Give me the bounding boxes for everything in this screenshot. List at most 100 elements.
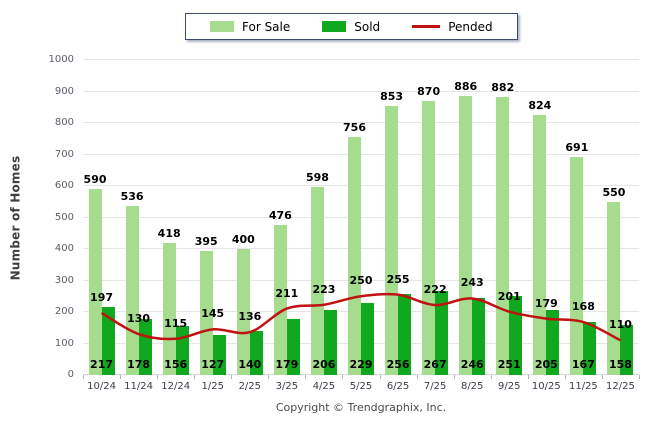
bar-label-for-sale: 395 (194, 234, 218, 248)
x-tick-mark (231, 375, 233, 379)
x-tick-label: 1/25 (201, 381, 224, 392)
legend-label-for-sale: For Sale (242, 19, 291, 34)
x-tick-label: 12/25 (606, 381, 635, 392)
line-label-pended: 136 (238, 310, 262, 324)
bar-label-for-sale: 590 (83, 173, 107, 187)
bar-sold (212, 335, 226, 375)
for-sale-swatch-icon (210, 21, 234, 32)
y-tick-label: 900 (54, 85, 74, 97)
gridline (83, 248, 639, 249)
bar-label-for-sale: 886 (454, 79, 478, 93)
sold-swatch-icon (322, 21, 347, 32)
gridline (83, 279, 639, 281)
x-tick-label: 8/25 (460, 381, 484, 392)
bar-for-sale (125, 206, 139, 375)
x-tick-label: 6/25 (386, 381, 410, 392)
line-label-pended: 115 (164, 316, 188, 330)
plot-area: 590 217 197 536 178 130 418 156 115 395 127 145 400 1… (83, 59, 639, 375)
bar-label-sold: 256 (386, 358, 410, 371)
gridline (83, 185, 639, 186)
bar-sold (620, 325, 634, 375)
gridline (83, 122, 639, 123)
line-label-pended: 243 (460, 276, 484, 290)
y-tick-label: 1000 (48, 54, 74, 65)
line-label-pended: 197 (90, 290, 114, 304)
y-tick-label: 800 (54, 117, 74, 128)
gridline (83, 59, 639, 60)
bar-for-sale (607, 201, 621, 375)
y-tick-label: 400 (54, 243, 74, 254)
x-tick-mark (305, 375, 307, 379)
bar-label-for-sale: 598 (305, 170, 329, 184)
bar-for-sale (273, 225, 287, 375)
bar-label-sold: 178 (127, 358, 151, 371)
pended-line-icon (412, 25, 441, 28)
gridline (83, 216, 639, 218)
bar-label-sold: 179 (275, 358, 299, 371)
x-tick-label: 5/25 (349, 381, 373, 392)
bar-label-for-sale: 870 (417, 84, 441, 98)
x-tick-mark (157, 375, 159, 379)
x-tick-mark (564, 375, 566, 379)
x-tick-label: 3/25 (275, 381, 299, 392)
bar-label-for-sale: 550 (602, 185, 626, 199)
bar-for-sale (310, 186, 324, 375)
y-tick-label: 0 (67, 369, 74, 380)
bar-for-sale (422, 100, 436, 375)
bar-for-sale (348, 136, 361, 375)
line-label-pended: 168 (571, 300, 595, 314)
line-label-pended: 110 (608, 318, 632, 332)
x-tick-label: 12/24 (161, 381, 191, 392)
bar-label-sold: 158 (608, 358, 632, 371)
bar-label-sold: 217 (90, 358, 114, 371)
y-tick-label: 200 (54, 306, 74, 317)
bar-for-sale (570, 157, 584, 375)
legend: For Sale Sold Pended (185, 13, 518, 40)
x-tick-mark (194, 375, 196, 379)
y-tick-label: 300 (54, 274, 74, 286)
x-tick-label: 11/24 (124, 381, 154, 392)
y-tick-label: 600 (54, 180, 74, 191)
x-tick-label: 2/25 (238, 381, 262, 392)
legend-label-sold: Sold (354, 19, 381, 34)
bar-label-for-sale: 691 (565, 141, 589, 155)
y-tick-label: 700 (54, 148, 74, 160)
bar-label-for-sale: 882 (491, 81, 515, 95)
line-label-pended: 255 (386, 272, 410, 286)
legend-label-pended: Pended (448, 19, 493, 34)
x-tick-label: 10/25 (531, 381, 561, 392)
legend-item-pended: Pended (412, 19, 493, 34)
bar-label-for-sale: 476 (268, 209, 292, 223)
legend-item-for-sale: For Sale (210, 21, 290, 33)
line-label-pended: 130 (127, 312, 151, 326)
bar-label-sold: 156 (164, 358, 188, 371)
x-tick-mark (490, 375, 492, 379)
x-tick-mark (83, 375, 84, 379)
bar-label-sold: 205 (534, 358, 558, 371)
bar-label-sold: 140 (238, 358, 262, 371)
bar-label-sold: 206 (312, 358, 336, 371)
x-tick-label: 7/25 (423, 381, 447, 392)
bar-for-sale (385, 106, 399, 375)
y-tick-label: 100 (54, 337, 74, 349)
line-label-pended: 222 (423, 283, 447, 297)
bar-label-sold: 246 (460, 358, 484, 371)
bar-label-sold: 127 (201, 358, 225, 371)
bar-label-for-sale: 400 (231, 233, 255, 246)
bar-label-for-sale: 756 (343, 120, 366, 134)
bar-label-sold: 229 (349, 358, 373, 371)
x-tick-label: 10/24 (87, 381, 116, 392)
bar-for-sale (88, 189, 102, 375)
copyright-text: Copyright © Trendgraphix, Inc. (275, 401, 447, 414)
x-tick-label: 11/25 (568, 381, 598, 392)
line-label-pended: 201 (497, 289, 521, 303)
bar-label-for-sale: 536 (120, 190, 144, 204)
x-tick-mark (416, 375, 418, 379)
y-tick-label: 500 (54, 211, 74, 223)
line-label-pended: 223 (312, 282, 336, 296)
line-label-pended: 145 (201, 307, 225, 321)
gridline (83, 153, 639, 155)
bar-label-for-sale: 824 (528, 99, 552, 113)
x-tick-mark (639, 375, 640, 379)
